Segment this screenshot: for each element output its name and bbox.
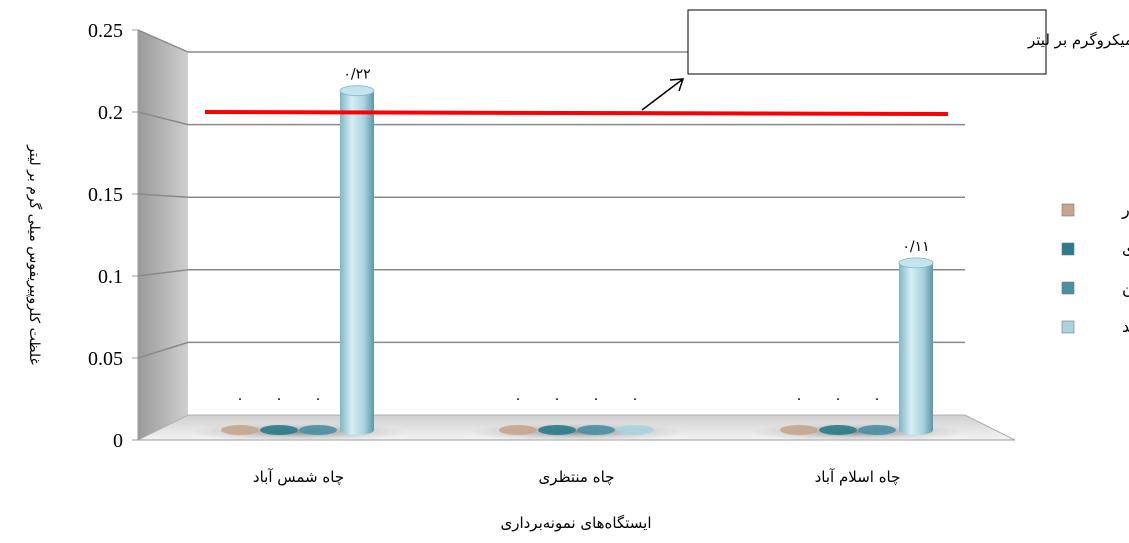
bar xyxy=(898,257,934,435)
data-label: ۰ xyxy=(275,391,283,407)
data-label: ۰ xyxy=(236,391,244,407)
data-label: ۰ xyxy=(834,391,842,407)
annotation-arrow xyxy=(641,78,684,111)
data-label: ۰ xyxy=(795,391,803,407)
bar-body xyxy=(899,262,933,435)
bar-flat xyxy=(260,425,298,435)
y-tick-label: 0.2 xyxy=(98,102,123,124)
bar-flat xyxy=(499,425,537,435)
category-label: چاه منتظری xyxy=(539,468,615,486)
bar-flat xyxy=(819,425,857,435)
legend: آذر دی بهمن اسفند xyxy=(1061,200,1129,336)
legend-swatch xyxy=(1061,281,1075,295)
annotation-text: استاندارد جهانی: ۲۰ میکروگرم بر لیتر xyxy=(1027,31,1129,49)
category-labels: چاه شمس آباد چاه منتظری چاه اسلام آباد xyxy=(253,468,901,486)
y-ticks: 0 0.05 0.1 0.15 0.2 0.25 xyxy=(88,20,138,452)
gridline-side xyxy=(137,341,189,359)
bars xyxy=(221,85,934,436)
bar xyxy=(339,85,375,436)
bar-flat xyxy=(858,425,896,435)
gridline-side xyxy=(137,269,189,277)
gridline-side xyxy=(137,29,189,53)
bar-flat xyxy=(299,425,337,435)
x-axis-title: ایستگاه‌های نمونه‌برداری xyxy=(500,514,651,532)
y-tick-label: 0 xyxy=(113,430,123,452)
legend-label: اسفند xyxy=(1122,317,1129,336)
bar-top xyxy=(339,85,375,97)
data-label: ۰ xyxy=(631,391,639,407)
data-label: ۰ xyxy=(314,391,322,407)
legend-swatch xyxy=(1061,320,1075,334)
bar-flat xyxy=(577,425,615,435)
bar-flat xyxy=(616,425,654,435)
data-label: ۰ xyxy=(514,391,522,407)
legend-swatch xyxy=(1061,242,1075,256)
bar-flat xyxy=(538,425,576,435)
category-label: چاه شمس آباد xyxy=(253,468,344,486)
legend-label: دی xyxy=(1122,239,1129,258)
bar-flat xyxy=(780,425,818,435)
legend-label: بهمن xyxy=(1122,278,1129,298)
data-label: ۰ xyxy=(592,391,600,407)
legend-swatch xyxy=(1061,203,1075,217)
y-tick-label: 0.05 xyxy=(88,348,123,370)
bar-body xyxy=(340,90,374,436)
annotation-arrowhead xyxy=(669,78,685,92)
data-label: ۰/۱۱ xyxy=(902,239,929,255)
category-label: چاه اسلام آباد xyxy=(815,468,901,486)
legend-label: آذر xyxy=(1121,200,1129,220)
bar-flat xyxy=(221,425,259,435)
gridline-side xyxy=(137,111,189,126)
side-wall xyxy=(138,30,188,440)
data-label: ۰ xyxy=(553,391,561,407)
gridline-side xyxy=(137,193,189,198)
data-label: ۰ xyxy=(873,391,881,407)
y-axis-title: غلظت کلروپیریفوس میلی گرم بر لیتر xyxy=(26,144,43,365)
data-label: ۰/۲۲ xyxy=(343,67,370,83)
annotation-box xyxy=(687,9,1047,75)
y-tick-label: 0.1 xyxy=(98,266,123,288)
y-tick-label: 0.15 xyxy=(88,184,123,206)
reference-line xyxy=(204,110,949,116)
data-labels: ۰ ۰ ۰ ۰/۲۲ ۰ ۰ ۰ ۰ ۰ ۰ ۰ ۰/۱۱ xyxy=(236,67,929,407)
y-tick-label: 0.25 xyxy=(88,20,123,42)
gridlines xyxy=(137,29,965,359)
bar-top xyxy=(898,257,934,269)
